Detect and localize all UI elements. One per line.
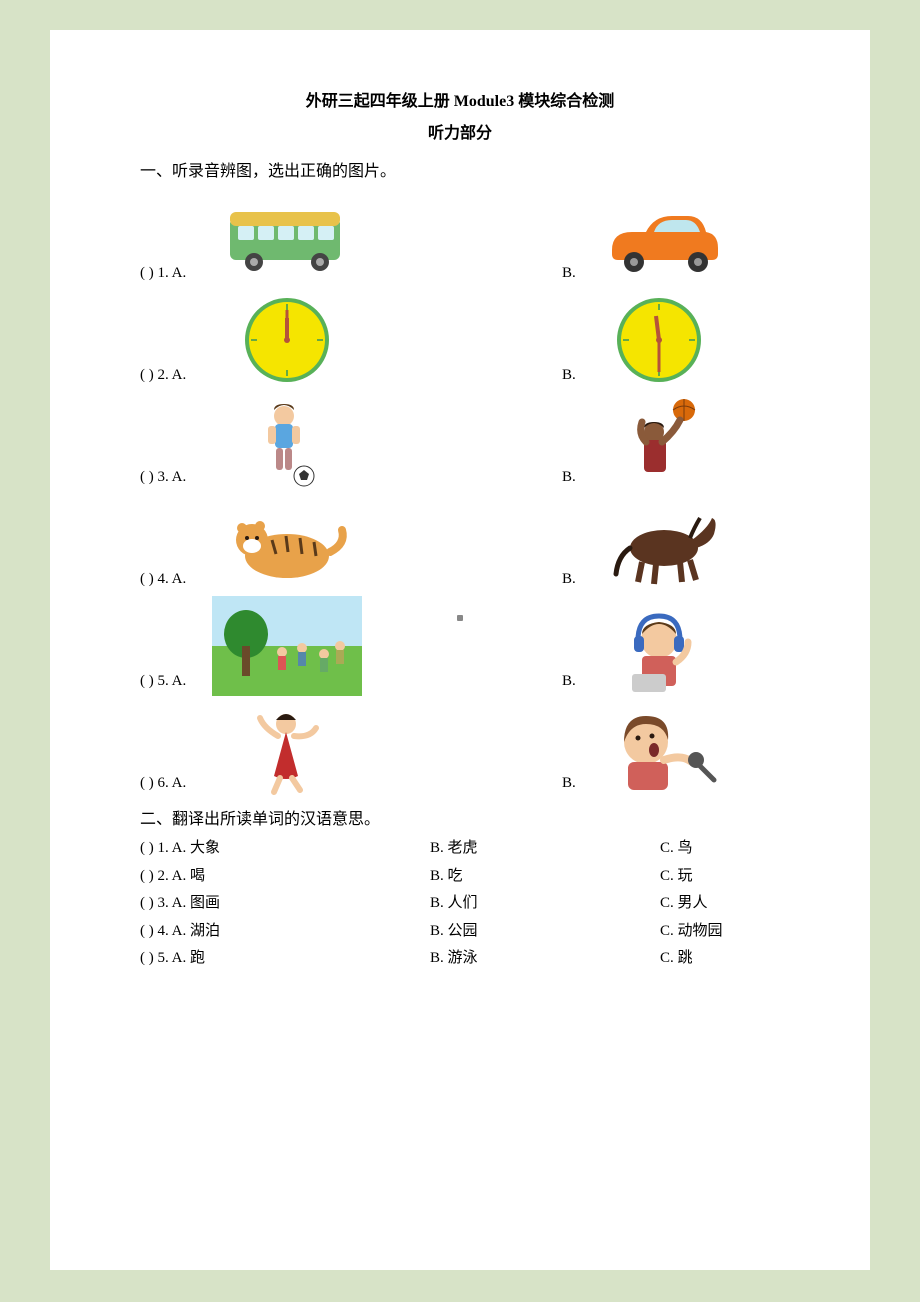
q1-label: ( ) 5. A. [140, 670, 212, 697]
q1-row-3: ( ) 3. A. B. [140, 392, 780, 492]
q2-option-c: C. 动物园 [660, 920, 780, 943]
q1-b-label: B. [562, 364, 584, 391]
q2-option-c: C. 男人 [660, 892, 780, 915]
q2-option-a: ( ) 4. A. 湖泊 [140, 920, 430, 943]
q2-row: ( ) 5. A. 跑 B. 游泳 C. 跳 [140, 947, 780, 970]
q1-b-label: B. [562, 466, 584, 493]
image-girl-sing [584, 698, 734, 798]
section2-heading: 二、翻译出所读单词的汉语意思。 [140, 808, 780, 832]
image-clock-1230 [584, 290, 734, 390]
q1-row-1: ( ) 1. A. B. [140, 188, 780, 288]
q2-row: ( ) 1. A. 大象 B. 老虎 C. 鸟 [140, 837, 780, 860]
q1-label: ( ) 3. A. [140, 466, 212, 493]
q1-row-5: ( ) 5. A. B. [140, 596, 780, 696]
worksheet-page: 外研三起四年级上册 Module3 模块综合检测 听力部分 一、听录音辨图，选出… [50, 30, 870, 1270]
q2-option-c: C. 玩 [660, 865, 780, 888]
image-car [584, 188, 734, 288]
q2-option-a: ( ) 2. A. 喝 [140, 865, 430, 888]
q1-row-2: ( ) 2. A. B. [140, 290, 780, 390]
image-clock-12 [212, 290, 362, 390]
q2-option-b: B. 吃 [430, 865, 660, 888]
q2-option-b: B. 公园 [430, 920, 660, 943]
q2-row: ( ) 3. A. 图画 B. 人们 C. 男人 [140, 892, 780, 915]
q2-option-c: C. 跳 [660, 947, 780, 970]
q2-option-b: B. 老虎 [430, 837, 660, 860]
title-main: 外研三起四年级上册 Module3 模块综合检测 [140, 90, 780, 114]
q1-label: ( ) 1. A. [140, 262, 212, 289]
image-bus [212, 188, 362, 288]
q1-b-label: B. [562, 670, 584, 697]
q2-option-b: B. 人们 [430, 892, 660, 915]
q2-option-c: C. 鸟 [660, 837, 780, 860]
q1-label: ( ) 6. A. [140, 772, 212, 799]
image-tiger [212, 494, 362, 594]
section1-heading: 一、听录音辨图，选出正确的图片。 [140, 160, 780, 184]
q1-b-label: B. [562, 568, 584, 595]
center-dot-mark [457, 615, 463, 621]
q1-label: ( ) 4. A. [140, 568, 212, 595]
q2-row: ( ) 4. A. 湖泊 B. 公园 C. 动物园 [140, 920, 780, 943]
image-boy-basketball [584, 392, 734, 492]
image-boy-football [212, 392, 362, 492]
image-girl-dance [212, 698, 362, 798]
q2-option-a: ( ) 1. A. 大象 [140, 837, 430, 860]
q1-b-label: B. [562, 262, 584, 289]
q1-row-4: ( ) 4. A. B. [140, 494, 780, 594]
title-sub: 听力部分 [140, 122, 780, 146]
image-listen-music [584, 596, 734, 696]
section2: 二、翻译出所读单词的汉语意思。 ( ) 1. A. 大象 B. 老虎 C. 鸟 … [140, 808, 780, 970]
image-horse [584, 494, 734, 594]
q2-option-a: ( ) 3. A. 图画 [140, 892, 430, 915]
q2-row: ( ) 2. A. 喝 B. 吃 C. 玩 [140, 865, 780, 888]
q1-row-6: ( ) 6. A. B. [140, 698, 780, 798]
q2-option-a: ( ) 5. A. 跑 [140, 947, 430, 970]
q1-b-label: B. [562, 772, 584, 799]
image-park [212, 596, 362, 696]
q2-option-b: B. 游泳 [430, 947, 660, 970]
q1-label: ( ) 2. A. [140, 364, 212, 391]
